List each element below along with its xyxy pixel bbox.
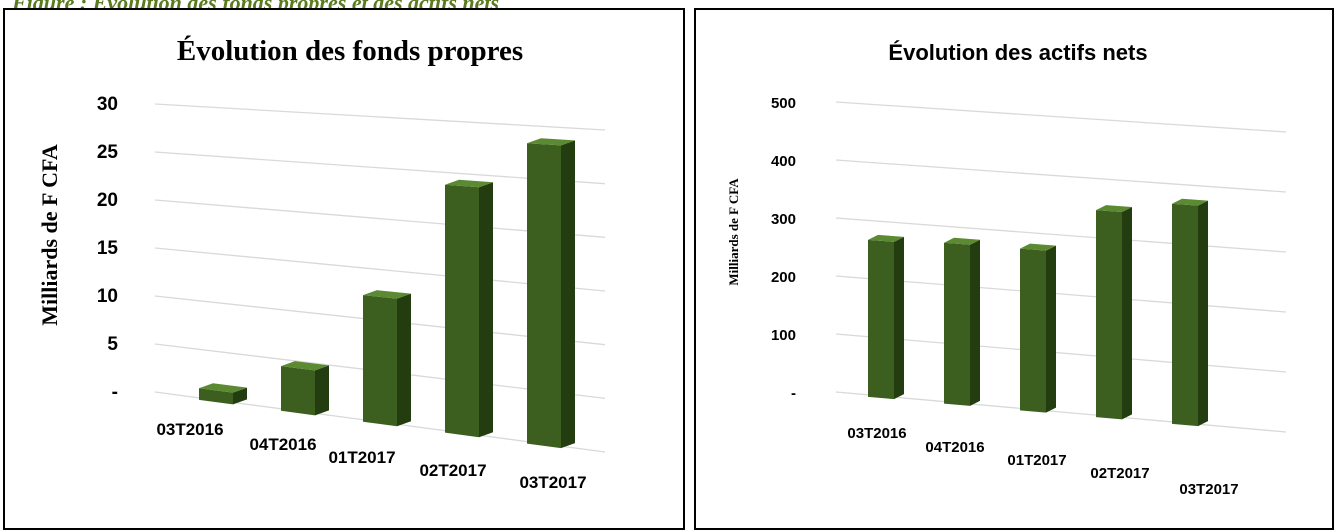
bar-front-face (944, 242, 970, 406)
bar-03T2016 (199, 383, 247, 405)
y-tick-label: 100 (771, 327, 796, 344)
y-tick-label: 5 (107, 334, 118, 355)
x-tick-label: 03T2017 (519, 473, 586, 492)
bar-front-face (1096, 210, 1122, 420)
y-tick-label: 10 (97, 286, 118, 307)
bar-side-face (1122, 206, 1132, 420)
bar-top-face (1096, 205, 1132, 212)
bar-side-face (1198, 200, 1208, 427)
bar-front-face (868, 239, 894, 400)
bar-front-face (281, 366, 315, 416)
bar-side-face (233, 387, 247, 405)
x-tick-label: 03T2016 (156, 420, 223, 439)
bar-front-face (445, 184, 479, 438)
y-tick-label: - (791, 385, 796, 402)
gridline (835, 333, 1287, 373)
bar-top-face (199, 383, 247, 393)
bar-side-face (561, 140, 575, 449)
bar-front-face (1172, 203, 1198, 427)
bar-03T2017 (1172, 198, 1208, 427)
gridline (835, 217, 1287, 253)
bar-top-face (868, 234, 904, 242)
x-tick-label: 03T2017 (1179, 481, 1238, 498)
bar-front-face (363, 295, 397, 427)
bar-04T2016 (281, 361, 329, 416)
bar-04T2016 (944, 237, 980, 406)
bar-top-face (944, 237, 980, 245)
x-tick-label: 02T2017 (419, 461, 486, 480)
y-axis-label: Milliards de F CFA (726, 178, 741, 286)
bar-top-face (1020, 243, 1056, 251)
x-tick-label: 04T2016 (249, 435, 316, 454)
y-tick-label: 25 (97, 142, 119, 163)
y-tick-label: 500 (771, 95, 796, 112)
y-tick-label: 200 (771, 269, 796, 286)
bar-03T2017 (527, 138, 575, 449)
bar-front-face (1020, 248, 1046, 413)
y-tick-label: 300 (771, 211, 796, 228)
gridline (835, 391, 1287, 433)
y-tick-label: 15 (97, 238, 119, 259)
bar-front-face (527, 143, 561, 449)
chart-title: Évolution des fonds propres (177, 34, 523, 67)
chart-panel-actifs-nets: Évolution des actifs nets Milliards de F … (694, 8, 1334, 530)
x-tick-label: 04T2016 (925, 439, 984, 456)
bar-side-face (397, 293, 411, 427)
y-axis-label: Milliards de F CFA (37, 144, 62, 326)
bar-side-face (970, 239, 980, 406)
bar-top-face (281, 361, 329, 371)
bar-top-face (527, 138, 575, 146)
gridline (835, 275, 1287, 313)
x-tick-label: 01T2017 (328, 448, 395, 467)
bar-top-face (363, 290, 411, 299)
bar-side-face (315, 365, 329, 416)
chart-fonds-propres: Évolution des fonds propres Milliards de … (37, 34, 606, 492)
y-tick-label: 30 (97, 94, 118, 115)
bar-01T2017 (1020, 243, 1056, 413)
bar-front-face (199, 388, 233, 405)
chart-actifs-nets: Évolution des actifs nets Milliards de F … (726, 40, 1287, 498)
bar-02T2017 (445, 179, 493, 438)
y-tick-label: 400 (771, 153, 796, 170)
chart-title: Évolution des actifs nets (888, 40, 1147, 65)
gridline (835, 159, 1287, 193)
bar-01T2017 (363, 290, 411, 427)
x-tick-label: 03T2016 (847, 425, 906, 442)
bar-02T2017 (1096, 205, 1132, 420)
bar-03T2016 (868, 234, 904, 400)
x-tick-label: 01T2017 (1007, 452, 1066, 469)
gridline (154, 103, 606, 131)
bar-top-face (1172, 198, 1208, 206)
y-tick-label: 20 (97, 190, 118, 211)
bar-top-face (445, 179, 493, 188)
gridline (835, 101, 1287, 133)
bar-side-face (479, 182, 493, 438)
bar-side-face (1046, 245, 1056, 413)
x-tick-label: 02T2017 (1090, 465, 1149, 482)
bar-side-face (894, 236, 904, 400)
y-tick-label: - (112, 382, 118, 403)
chart-panel-fonds-propres: Évolution des fonds propres Milliards de … (3, 8, 685, 530)
